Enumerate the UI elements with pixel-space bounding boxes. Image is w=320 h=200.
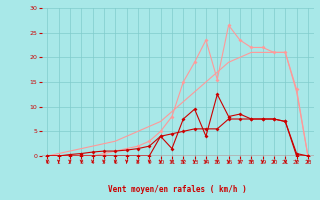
X-axis label: Vent moyen/en rafales ( km/h ): Vent moyen/en rafales ( km/h ) bbox=[108, 185, 247, 194]
